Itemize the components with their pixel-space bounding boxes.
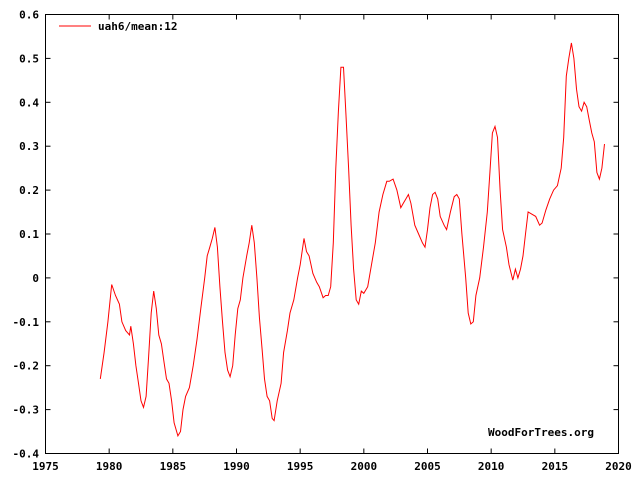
- x-tick-label: 1995: [287, 460, 314, 473]
- y-tick-label: 0.3: [19, 140, 39, 153]
- series-line: [99, 42, 605, 438]
- axes: [45, 14, 619, 454]
- legend-label: uah6/mean:12: [98, 20, 177, 33]
- x-tick-label: 2010: [478, 460, 505, 473]
- y-tick-label: 0.1: [19, 228, 39, 241]
- x-tick-label: 1985: [160, 460, 187, 473]
- x-tick-label: 2005: [414, 460, 441, 473]
- tick-labels: 1975 1980 1985 1990 1995 2000 2005 2010 2015 2020…: [13, 9, 632, 474]
- x-tick-label: 1980: [96, 460, 123, 473]
- y-tick-label: -0.4: [13, 448, 40, 461]
- x-tick-label: 2015: [542, 460, 569, 473]
- x-tick-label: 1990: [223, 460, 250, 473]
- y-tick-label: 0.2: [19, 184, 39, 197]
- watermark: WoodForTrees.org: [488, 426, 594, 439]
- x-tick-label: 2000: [351, 460, 378, 473]
- y-tick-label: -0.2: [13, 360, 40, 373]
- x-tick-label: 1975: [32, 460, 59, 473]
- plot-frame: [45, 14, 619, 454]
- x-tick-label: 2020: [605, 460, 632, 473]
- y-tick-label: 0.5: [19, 52, 39, 65]
- y-tick-label: 0.4: [19, 96, 39, 109]
- series-layer: [99, 42, 605, 438]
- legend: uah6/mean:12: [59, 20, 177, 33]
- y-tick-label: 0.6: [19, 9, 39, 22]
- y-tick-label: -0.3: [13, 404, 40, 417]
- y-tick-label: 0: [32, 272, 39, 285]
- y-tick-label: -0.1: [13, 316, 40, 329]
